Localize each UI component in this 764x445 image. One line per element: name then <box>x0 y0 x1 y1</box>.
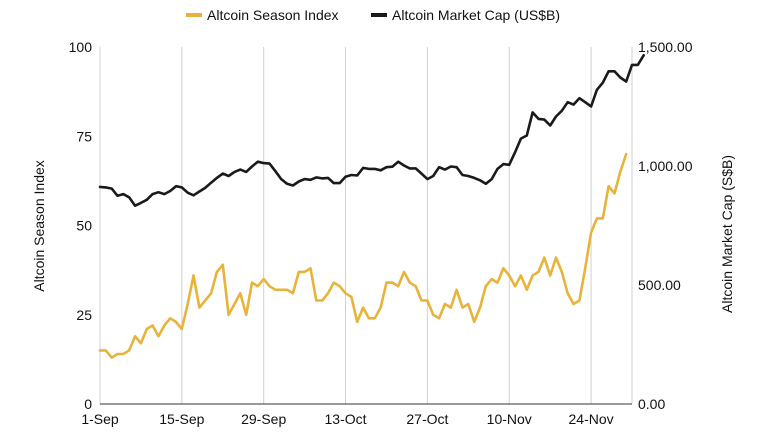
x-tick-label: 13-Oct <box>325 411 367 427</box>
left-axis-ticks: 0 25 50 75 100 <box>69 39 93 412</box>
right-tick-label: 0.00 <box>638 396 665 412</box>
right-axis-title: Altcoin Market Cap (S$B) <box>719 155 735 313</box>
x-tick-label: 1-Sep <box>81 411 119 427</box>
legend-label-season-index: Altcoin Season Index <box>207 7 339 23</box>
x-tick-label: 27-Oct <box>406 411 448 427</box>
right-tick-label: 500.00 <box>638 277 681 293</box>
legend-swatch-season-index <box>186 13 202 17</box>
x-tick-label: 24-Nov <box>569 411 614 427</box>
left-tick-label: 0 <box>84 396 92 412</box>
right-tick-label: 1,000.00 <box>638 158 693 174</box>
legend-swatch-market-cap <box>371 13 387 17</box>
legend-label-market-cap: Altcoin Market Cap (US$B) <box>392 7 560 23</box>
left-tick-label: 25 <box>76 307 92 323</box>
series-layer <box>98 53 646 359</box>
left-axis-title: Altcoin Season Index <box>31 160 47 292</box>
left-tick-label: 50 <box>76 218 92 234</box>
series-line-season-index <box>98 152 628 359</box>
left-tick-label: 100 <box>69 39 93 55</box>
right-axis-ticks: 0.00 500.00 1,000.00 1,500.00 <box>638 39 693 412</box>
legend: Altcoin Season Index Altcoin Market Cap … <box>186 7 560 23</box>
gridlines <box>99 47 633 404</box>
x-tick-label: 15-Sep <box>159 411 204 427</box>
right-tick-label: 1,500.00 <box>638 39 693 55</box>
x-tick-label: 29-Sep <box>241 411 286 427</box>
x-axis-ticks: 1-Sep 15-Sep 29-Sep 13-Oct 27-Oct 10-Nov 24-No… <box>81 411 613 427</box>
left-tick-label: 75 <box>76 128 92 144</box>
x-tick-label: 10-Nov <box>487 411 532 427</box>
series-line-market-cap <box>98 53 646 207</box>
